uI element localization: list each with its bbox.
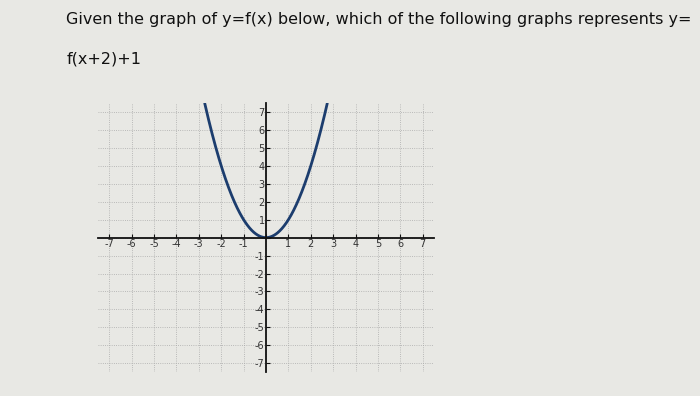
Text: f(x+2)+1: f(x+2)+1 — [66, 51, 141, 67]
Text: Given the graph of y=f(x) below, which of the following graphs represents y=: Given the graph of y=f(x) below, which o… — [66, 12, 692, 27]
